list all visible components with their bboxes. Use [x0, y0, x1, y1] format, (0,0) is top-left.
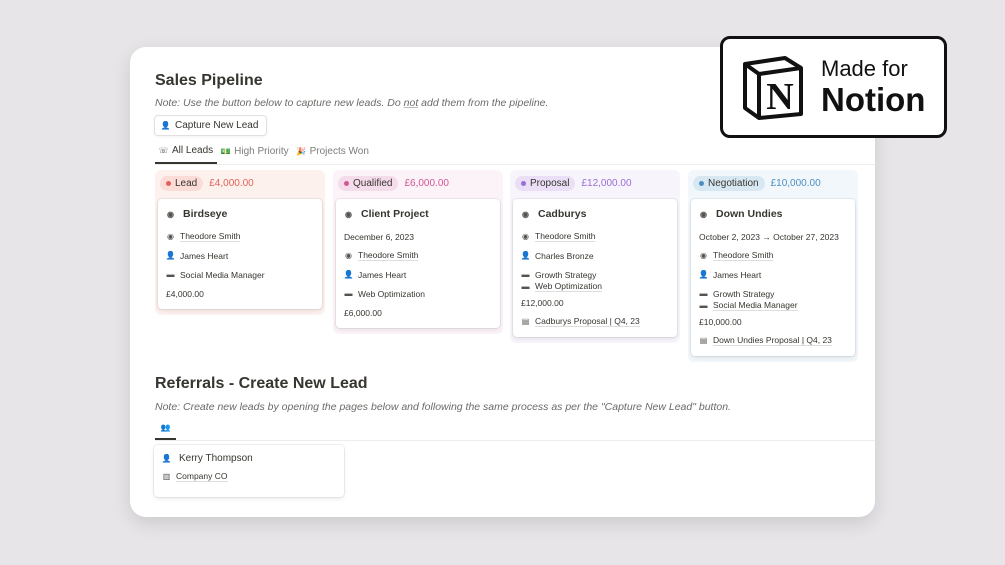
briefcase-icon: ▬ [166, 270, 175, 279]
card-property: October 2, 2023 → October 27, 2023 [699, 231, 839, 242]
card-property: ◉ Theodore Smith [167, 231, 241, 242]
document-icon: ▤ [699, 336, 708, 345]
user-circle-icon: ◉ [345, 209, 352, 219]
view-tabs: ☏ All Leads 💵 High Priority 🎉 Projects Won [155, 145, 875, 165]
user-circle-icon: ◉ [167, 232, 174, 241]
user-circle-icon: ◉ [167, 209, 174, 219]
made-for-notion-badge: N Made for Notion [720, 36, 947, 138]
card-property: ▬ Web Optimization [521, 280, 602, 292]
card-property: £4,000.00 [166, 288, 204, 299]
badge-line2: Notion [821, 81, 926, 118]
phone-icon: ☏ [158, 146, 169, 155]
document-icon: ▤ [521, 317, 530, 326]
column-total: £6,000.00 [404, 177, 449, 189]
person-icon: 👤 [161, 453, 172, 463]
card-property: ▤ Down Undies Proposal | Q4, 23 [699, 335, 832, 346]
board-column-negotiation: Negotiation £10,000.00 ◉ Down Undies October… [688, 170, 858, 362]
card-property: ▬ Web Optimization [344, 288, 425, 299]
status-badge[interactable]: Proposal [515, 175, 576, 191]
briefcase-icon: ▬ [521, 281, 530, 291]
column-total: £4,000.00 [209, 177, 254, 189]
referrals-title: Referrals - Create New Lead [155, 375, 368, 392]
card-property: 👤 James Heart [343, 269, 407, 280]
lead-card[interactable]: ◉ Down Undies October 2, 2023 → October 27… [691, 199, 855, 356]
card-property: 👤 James Heart [165, 250, 229, 261]
card-property: £12,000.00 [521, 297, 564, 308]
card-property: ▬ Social Media Manager [699, 299, 798, 311]
money-icon: 💵 [220, 147, 231, 156]
briefcase-icon: ▬ [699, 289, 708, 298]
tab-high-priority[interactable]: 💵 High Priority [220, 146, 289, 157]
card-property: ▬ Growth Strategy [699, 288, 775, 299]
lead-card[interactable]: ◉ Cadburys ◉ Theodore Smith 👤 Charles Bronze ▬… [513, 199, 677, 337]
status-badge[interactable]: Qualified [338, 175, 399, 191]
building-icon: ▥ [162, 471, 171, 481]
person-add-icon: 👥 [160, 423, 171, 432]
card-property: £10,000.00 [699, 316, 742, 327]
referrals-tabs: 👥 [155, 423, 875, 441]
user-circle-icon: ◉ [522, 209, 529, 219]
status-badge[interactable]: Lead [160, 175, 204, 191]
card-property: 👤 Charles Bronze [520, 250, 594, 261]
tab-all-leads[interactable]: ☏ All Leads [155, 145, 218, 164]
column-total: £10,000.00 [770, 177, 821, 189]
party-popper-icon: 🎉 [296, 147, 307, 156]
card-property: £6,000.00 [344, 307, 382, 318]
card-property: ▤ Cadburys Proposal | Q4, 23 [521, 316, 640, 327]
status-badge[interactable]: Negotiation [693, 175, 765, 191]
user-circle-icon: ◉ [700, 251, 707, 260]
svg-text:N: N [766, 76, 793, 118]
user-circle-icon: ◉ [522, 232, 529, 241]
page-title: Sales Pipeline [155, 72, 263, 89]
badge-line1: Made for [821, 56, 908, 81]
person-icon: 👤 [520, 251, 531, 260]
card-property: December 6, 2023 [344, 231, 414, 242]
card-property: 👤 James Heart [698, 269, 762, 280]
user-circle-icon: ◉ [345, 251, 352, 260]
board-column-lead: Lead £4,000.00 ◉ Birdseye ◉ Theodore Smith 👤 Ja… [155, 170, 325, 315]
column-total: £12,000.00 [581, 177, 632, 189]
briefcase-icon: ▬ [521, 270, 530, 279]
board-column-proposal: Proposal £12,000.00 ◉ Cadburys ◉ Theodore Smi… [510, 170, 680, 343]
user-circle-icon: ◉ [700, 209, 707, 219]
card-property: ◉ Theodore Smith [700, 250, 774, 261]
referral-card[interactable]: 👤 Kerry Thompson ▥ Company CO [154, 445, 344, 497]
board-column-qualified: Qualified £6,000.00 ◉ Client Project Decembe… [333, 170, 503, 334]
card-property: ◉ Theodore Smith [345, 250, 419, 261]
briefcase-icon: ▬ [699, 300, 708, 310]
tab-projects-won[interactable]: 🎉 Projects Won [296, 146, 369, 157]
capture-new-lead-button[interactable]: 👤 Capture New Lead [154, 115, 268, 136]
person-icon: 👤 [698, 270, 709, 279]
tab-referrals[interactable]: 👥 [155, 423, 176, 440]
person-icon: 👤 [165, 251, 176, 260]
person-icon: 👤 [160, 121, 171, 130]
lead-card[interactable]: ◉ Client Project December 6, 2023 ◉ Theodore… [336, 199, 500, 328]
card-property: ◉ Theodore Smith [522, 231, 596, 242]
referrals-note: Note: Create new leads by opening the pa… [155, 401, 731, 413]
lead-card[interactable]: ◉ Birdseye ◉ Theodore Smith 👤 James Heart ▬ Soc… [158, 199, 322, 309]
card-property: ▬ Growth Strategy [521, 269, 597, 280]
card-property: ▬ Social Media Manager [166, 269, 265, 280]
notion-logo-icon: N [743, 56, 803, 120]
person-icon: 👤 [343, 270, 354, 279]
pipeline-note: Note: Use the button below to capture ne… [155, 97, 549, 109]
briefcase-icon: ▬ [344, 289, 353, 298]
